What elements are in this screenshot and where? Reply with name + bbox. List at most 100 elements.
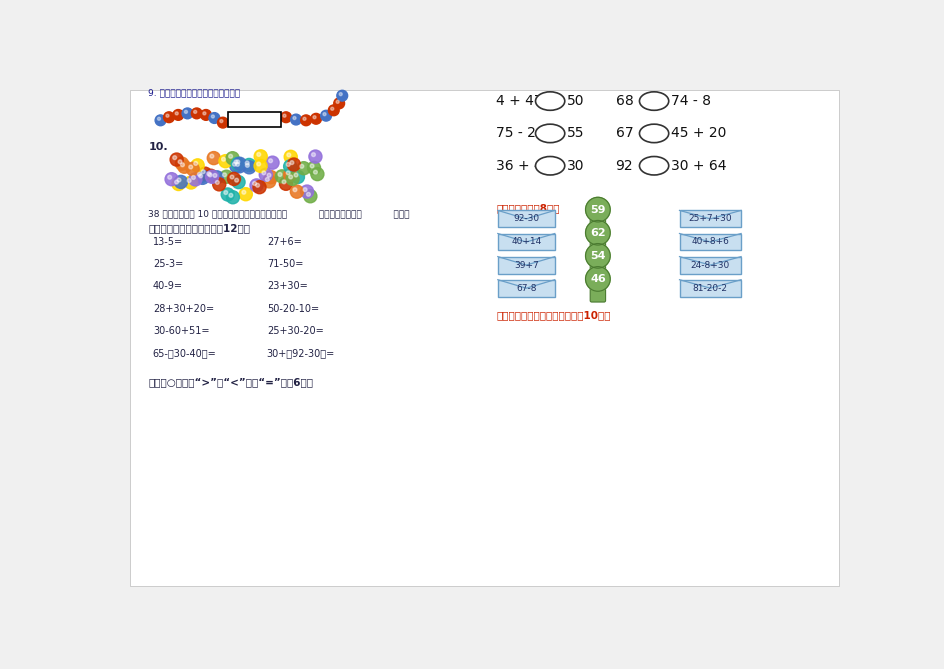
Text: 67-8: 67-8 — [515, 284, 536, 292]
Circle shape — [333, 98, 345, 109]
Circle shape — [267, 173, 271, 177]
Circle shape — [212, 173, 217, 177]
Circle shape — [252, 181, 256, 185]
Circle shape — [191, 108, 202, 119]
Circle shape — [323, 112, 326, 116]
FancyBboxPatch shape — [590, 242, 605, 256]
Circle shape — [173, 156, 177, 160]
Circle shape — [177, 178, 180, 182]
Text: 68: 68 — [615, 94, 632, 108]
Circle shape — [287, 153, 291, 157]
Circle shape — [294, 173, 297, 177]
Circle shape — [261, 171, 265, 175]
Text: 67: 67 — [615, 126, 632, 140]
Circle shape — [192, 175, 195, 179]
Circle shape — [243, 161, 256, 174]
Circle shape — [229, 160, 243, 173]
Circle shape — [279, 177, 293, 190]
Circle shape — [239, 188, 252, 201]
Circle shape — [195, 171, 209, 185]
Circle shape — [293, 116, 295, 120]
FancyBboxPatch shape — [679, 257, 740, 274]
Text: 55: 55 — [566, 126, 584, 140]
Circle shape — [228, 193, 232, 197]
Circle shape — [585, 220, 610, 245]
FancyBboxPatch shape — [497, 211, 554, 227]
Text: 30: 30 — [566, 159, 584, 173]
Circle shape — [209, 112, 220, 123]
Circle shape — [172, 177, 185, 191]
Circle shape — [286, 163, 290, 167]
Circle shape — [205, 170, 218, 183]
Circle shape — [182, 108, 193, 119]
Circle shape — [165, 173, 178, 186]
FancyBboxPatch shape — [497, 257, 554, 274]
Text: 9. 根据规律画出被遗住部分的珠子。: 9. 根据规律画出被遗住部分的珠子。 — [148, 88, 240, 97]
Circle shape — [287, 158, 300, 171]
Circle shape — [166, 114, 169, 117]
Circle shape — [231, 175, 244, 189]
Ellipse shape — [535, 124, 565, 142]
Circle shape — [265, 156, 278, 169]
Circle shape — [224, 191, 228, 195]
Circle shape — [178, 160, 182, 164]
Circle shape — [198, 174, 202, 178]
Circle shape — [303, 117, 306, 120]
Circle shape — [231, 157, 244, 171]
Circle shape — [204, 169, 217, 183]
Circle shape — [191, 159, 204, 172]
Circle shape — [309, 150, 322, 163]
Circle shape — [297, 162, 310, 175]
Circle shape — [336, 90, 347, 101]
Text: 62: 62 — [589, 227, 605, 237]
FancyBboxPatch shape — [679, 233, 740, 250]
Circle shape — [236, 160, 240, 164]
Circle shape — [256, 183, 260, 187]
Circle shape — [275, 170, 288, 183]
Circle shape — [242, 191, 245, 194]
Circle shape — [175, 180, 178, 184]
Circle shape — [217, 117, 228, 128]
Circle shape — [283, 168, 296, 181]
Circle shape — [585, 244, 610, 268]
Circle shape — [207, 172, 211, 176]
Circle shape — [170, 153, 183, 166]
Circle shape — [210, 155, 213, 158]
Text: 40-9=: 40-9= — [153, 281, 182, 291]
Ellipse shape — [639, 157, 668, 175]
Text: 24-8+30: 24-8+30 — [690, 261, 729, 270]
Circle shape — [158, 117, 160, 120]
Text: 27+6=: 27+6= — [266, 237, 301, 247]
Circle shape — [265, 177, 269, 181]
Text: 30-60+51=: 30-60+51= — [153, 326, 210, 336]
Circle shape — [235, 163, 239, 167]
Circle shape — [280, 112, 291, 122]
Circle shape — [223, 173, 227, 177]
Circle shape — [177, 160, 191, 173]
Text: 二、著像算符双对又快。（12分）: 二、著像算符双对又快。（12分） — [148, 223, 250, 233]
Text: 54: 54 — [589, 251, 605, 261]
Text: 30 + 64: 30 + 64 — [670, 159, 726, 173]
Text: 10.: 10. — [148, 142, 168, 152]
Circle shape — [286, 173, 299, 185]
Text: 28+30+20=: 28+30+20= — [153, 304, 213, 314]
Circle shape — [219, 155, 232, 168]
Circle shape — [282, 180, 286, 184]
Text: 71-50=: 71-50= — [266, 259, 303, 269]
Circle shape — [585, 197, 610, 222]
Circle shape — [180, 163, 184, 167]
Circle shape — [186, 163, 199, 175]
Circle shape — [194, 161, 197, 165]
Circle shape — [311, 167, 324, 181]
Circle shape — [215, 181, 219, 185]
Text: 75 - 20: 75 - 20 — [496, 126, 545, 140]
Circle shape — [197, 173, 201, 176]
FancyBboxPatch shape — [228, 112, 280, 127]
FancyBboxPatch shape — [590, 219, 605, 233]
Circle shape — [257, 153, 261, 157]
Circle shape — [168, 175, 172, 179]
Circle shape — [283, 160, 296, 173]
Text: 25+7+30: 25+7+30 — [688, 214, 732, 223]
Circle shape — [253, 181, 266, 194]
Text: 92: 92 — [615, 159, 632, 173]
